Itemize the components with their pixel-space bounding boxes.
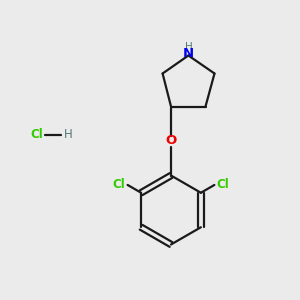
Text: H: H — [184, 42, 192, 52]
Text: O: O — [165, 134, 177, 148]
Text: H: H — [64, 128, 73, 142]
Text: Cl: Cl — [217, 178, 230, 191]
Text: Cl: Cl — [112, 178, 125, 191]
Text: N: N — [183, 47, 194, 61]
Text: Cl: Cl — [31, 128, 44, 142]
